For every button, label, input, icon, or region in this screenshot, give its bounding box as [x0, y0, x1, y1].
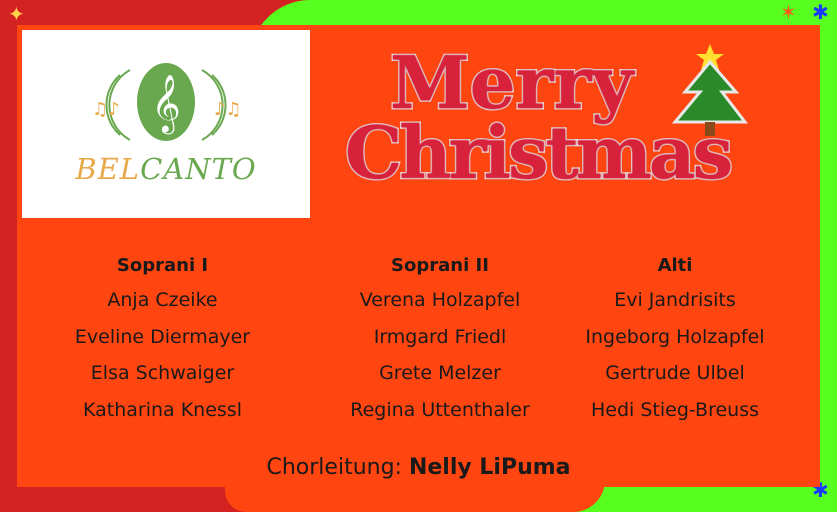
member-name: Gertrude Ulbel [605, 362, 745, 384]
treble-clef-icon: 𝄞 ♫♪ ♪♫ [92, 63, 242, 141]
member-name: Grete Melzer [379, 362, 501, 384]
member-name: Ingeborg Holzapfel [585, 325, 765, 348]
merry-christmas-graphic: Merry Christmas [335, 39, 775, 210]
belcanto-logo: 𝄞 ♫♪ ♪♫ BELCANTO [22, 30, 310, 218]
member-name: Regina Uttenthaler [350, 398, 530, 421]
member-name: Elsa Schwaiger [90, 362, 235, 384]
member-name: Hedi Stieg-Breuss [590, 398, 760, 421]
column-title: Soprani II [391, 255, 489, 276]
member-columns: Soprani I Anja Czeike Eveline Diermayer … [60, 255, 810, 433]
greeting-line1: Merry [388, 39, 634, 127]
christmas-tree-icon [671, 44, 749, 136]
logo-text: BELCANTO [75, 152, 257, 186]
column-alti: Alti Evi Jandrisits Ingeborg Holzapfel G… [570, 255, 780, 433]
member-name: Irmgard Friedl [373, 325, 507, 348]
sparkle-icon: ✦ [8, 2, 25, 26]
star-icon: ✱ [812, 0, 829, 24]
star-icon: ✶ [780, 0, 797, 24]
column-title: Soprani I [116, 255, 209, 276]
choir-leader: Chorleitung: Nelly LiPuma [0, 455, 837, 480]
greeting-line2: Christmas [343, 109, 734, 197]
member-name: Verena Holzapfel [359, 289, 521, 311]
svg-text:♫♪: ♫♪ [92, 99, 120, 120]
column-soprani-2: Soprani II Verena Holzapfel Irmgard Frie… [265, 255, 615, 433]
leader-name: Nelly LiPuma [408, 455, 571, 480]
svg-text:♪♫: ♪♫ [214, 99, 242, 120]
leader-label: Chorleitung: [266, 455, 402, 480]
column-title: Alti [657, 255, 693, 276]
member-name: Anja Czeike [107, 289, 218, 311]
member-name: Evi Jandrisits [614, 289, 736, 311]
member-name: Katharina Knessl [83, 398, 242, 421]
member-name: Eveline Diermayer [74, 325, 251, 348]
svg-text:𝄞: 𝄞 [151, 74, 181, 135]
column-soprani-1: Soprani I Anja Czeike Eveline Diermayer … [60, 255, 265, 433]
